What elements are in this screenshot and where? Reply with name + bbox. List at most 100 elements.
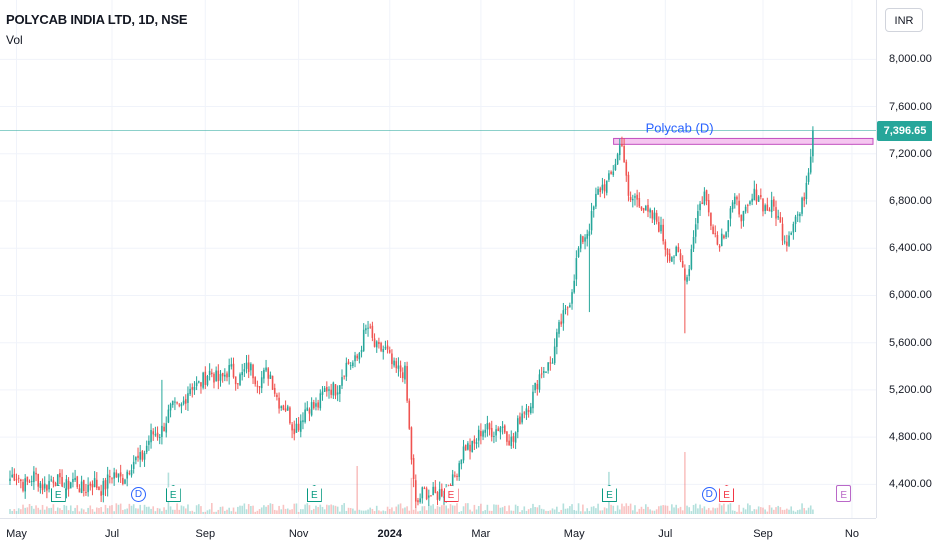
candle-body (243, 369, 246, 372)
candle-body (41, 484, 44, 491)
candle-body (54, 482, 57, 487)
candle-body (625, 161, 628, 176)
volume-bar (699, 504, 701, 514)
candle-body (278, 397, 280, 409)
volume-bar (50, 507, 53, 514)
candle-body (219, 373, 222, 381)
candle-body (634, 196, 636, 198)
volume-bar (527, 509, 530, 514)
candle-body (102, 480, 105, 496)
volume-bar (321, 506, 324, 514)
candle-body (725, 232, 727, 238)
dividend-marker-icon[interactable]: D (701, 487, 717, 502)
candle-body (11, 474, 13, 477)
price-tick-label: 7,600.00 (889, 100, 932, 113)
candle-body (441, 488, 443, 497)
candle-body (757, 196, 760, 202)
volume-bar (642, 508, 645, 514)
volume-bar (462, 506, 465, 514)
candle-body (744, 206, 747, 212)
earnings-marker-icon[interactable]: E (165, 485, 181, 502)
candle-body (367, 327, 369, 329)
volume-bar (618, 509, 621, 514)
price-axis[interactable]: INR 8,000.00 7,600.00 7,200.00 6,800.00 6,40… (876, 0, 932, 518)
candle-body (184, 399, 187, 404)
candle-body (514, 432, 517, 443)
volume-bar (762, 507, 764, 514)
candle-body (282, 405, 285, 410)
volume-bar (543, 509, 545, 514)
volume-bar (575, 510, 578, 514)
candle-body (169, 404, 172, 411)
volume-bar (395, 506, 398, 514)
candle-body (655, 212, 658, 222)
candle-body (213, 373, 215, 383)
earnings-marker-icon[interactable]: E (50, 485, 66, 502)
time-axis[interactable]: May Jul Sep Nov 2024 Mar May Jul Sep No (0, 518, 876, 551)
volume-bar (545, 510, 547, 514)
candle-body (456, 475, 458, 477)
candle-body (130, 469, 133, 476)
volume-bar (733, 510, 736, 514)
candle-body (111, 478, 113, 480)
candle-body (792, 224, 795, 233)
candle-body (87, 484, 89, 493)
candle-body (755, 189, 758, 202)
candle-body (269, 374, 272, 379)
volume-bar (723, 503, 725, 514)
symbol-title[interactable]: POLYCAB INDIA LTD, 1D, NSE (6, 12, 188, 27)
volume-bar (677, 508, 680, 514)
volume-bar (130, 505, 133, 514)
candle-body (61, 477, 63, 494)
dividend-marker-icon[interactable]: D (131, 487, 147, 502)
candle-body (245, 362, 248, 369)
candle-body (584, 237, 586, 242)
candle-body (52, 480, 55, 484)
volume-bar (653, 510, 656, 514)
volume-bar (430, 505, 432, 514)
volume-bar (269, 503, 272, 514)
volume-bar (286, 508, 289, 514)
volume-bar (421, 506, 424, 514)
candle-body (629, 196, 632, 201)
candle-body (13, 473, 16, 481)
volume-bar (564, 508, 567, 514)
candle-body (480, 431, 482, 437)
volume-bar (148, 506, 150, 514)
candle-body (371, 325, 374, 338)
volume-bar (757, 506, 760, 514)
candle-body (640, 206, 643, 210)
volume-bar (284, 508, 287, 514)
volume-legend-label[interactable]: Vol (6, 33, 23, 47)
volume-bar (740, 511, 743, 514)
volume-bar (454, 505, 456, 514)
resistance-zone (613, 137, 874, 145)
price-chart-plot[interactable]: Polycab (D) (0, 0, 876, 518)
volume-bar (627, 505, 630, 514)
volume-bar (651, 510, 654, 514)
upcoming-earnings-marker-icon[interactable]: E (836, 485, 852, 502)
time-tick-label: 2024 (377, 528, 402, 540)
candle-body (378, 342, 380, 344)
candle-body (664, 241, 667, 250)
volume-bar (156, 507, 159, 514)
volume-bar (113, 511, 115, 514)
volume-bar (809, 505, 812, 514)
volume-bar (595, 508, 597, 514)
volume-bar (339, 511, 341, 514)
candle-body (770, 199, 773, 213)
volume-bar (445, 505, 447, 514)
candle-body (421, 487, 424, 499)
earnings-marker-icon[interactable]: E (719, 485, 735, 502)
candle-body (126, 471, 128, 479)
volume-bar (712, 507, 714, 514)
earnings-marker-icon[interactable]: E (601, 485, 617, 502)
candle-body (464, 444, 467, 451)
volume-bar (302, 509, 304, 514)
earnings-marker-icon[interactable]: E (306, 485, 322, 502)
currency-button[interactable]: INR (885, 8, 923, 32)
earnings-marker-icon[interactable]: E (443, 485, 459, 502)
volume-bar (519, 511, 521, 514)
candle-body (475, 442, 478, 444)
candle-body (93, 478, 96, 488)
